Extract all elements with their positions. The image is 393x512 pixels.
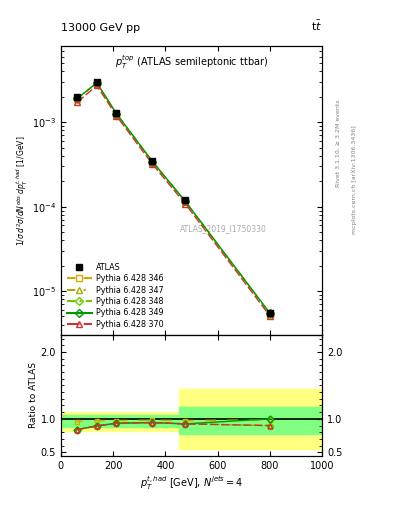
Y-axis label: Ratio to ATLAS: Ratio to ATLAS: [29, 362, 38, 429]
X-axis label: $p_T^{t,had}$ [GeV], $N^{jets} = 4$: $p_T^{t,had}$ [GeV], $N^{jets} = 4$: [140, 475, 243, 492]
Text: 13000 GeV pp: 13000 GeV pp: [61, 23, 140, 33]
Text: ATLAS_2019_I1750330: ATLAS_2019_I1750330: [180, 224, 266, 233]
Legend: ATLAS, Pythia 6.428 346, Pythia 6.428 347, Pythia 6.428 348, Pythia 6.428 349, P: ATLAS, Pythia 6.428 346, Pythia 6.428 34…: [65, 260, 165, 331]
Text: t$\bar{t}$: t$\bar{t}$: [311, 19, 322, 33]
Text: mcplots.cern.ch [arXiv:1306.3436]: mcplots.cern.ch [arXiv:1306.3436]: [352, 125, 357, 233]
Text: Rivet 3.1.10, ≥ 3.2M events: Rivet 3.1.10, ≥ 3.2M events: [336, 99, 341, 187]
Text: $p_T^{top}$ (ATLAS semileptonic ttbar): $p_T^{top}$ (ATLAS semileptonic ttbar): [115, 53, 268, 71]
Y-axis label: $1 / \sigma \, d^2\sigma / dN^{obs} \, dp_T^{t,had}$ [1/GeV]: $1 / \sigma \, d^2\sigma / dN^{obs} \, d…: [15, 136, 31, 246]
